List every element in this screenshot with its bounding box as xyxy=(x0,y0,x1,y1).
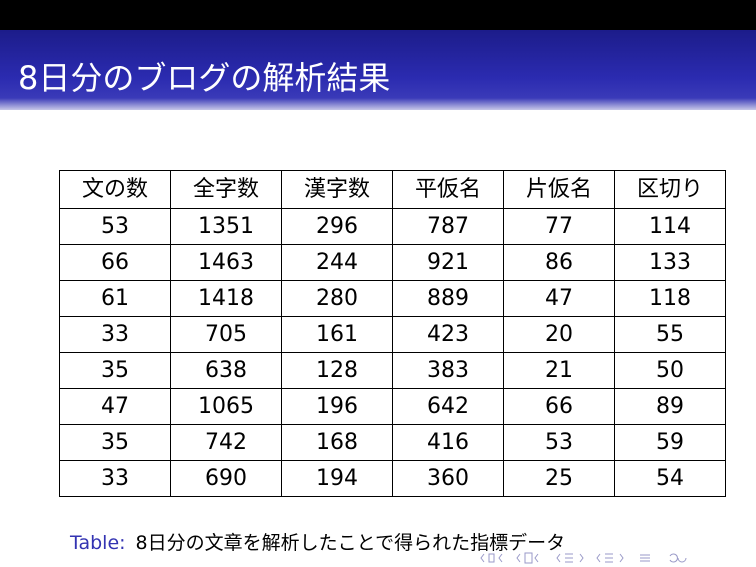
table-row: 35 638 128 383 21 50 xyxy=(59,352,726,389)
table-cell: 128 xyxy=(281,352,393,389)
caption-label: Table: xyxy=(70,532,126,554)
table-cell: 118 xyxy=(614,280,726,317)
caption-text: 8日分の文章を解析したことで得られた指標データ xyxy=(135,532,566,554)
table-cell: 61 xyxy=(59,280,171,317)
table-cell: 1351 xyxy=(170,208,282,245)
table-cell: 1065 xyxy=(170,388,282,425)
table-cell: 638 xyxy=(170,352,282,389)
header-cell: 片仮名 xyxy=(503,170,615,209)
table-cell: 705 xyxy=(170,316,282,353)
table-cell: 921 xyxy=(392,244,504,281)
table-cell: 244 xyxy=(281,244,393,281)
header-cell: 文の数 xyxy=(59,170,171,209)
table-cell: 642 xyxy=(392,388,504,425)
table-cell: 77 xyxy=(503,208,615,245)
table-cell: 787 xyxy=(392,208,504,245)
table-cell: 114 xyxy=(614,208,726,245)
table-row: 47 1065 196 642 66 89 xyxy=(59,388,726,425)
top-bar xyxy=(0,0,756,30)
table-cell: 1463 xyxy=(170,244,282,281)
table-cell: 47 xyxy=(503,280,615,317)
header-cell: 漢字数 xyxy=(281,170,393,209)
table-cell: 59 xyxy=(614,424,726,461)
table-row: 35 742 168 416 53 59 xyxy=(59,424,726,461)
table-cell: 194 xyxy=(281,460,393,497)
table-cell: 168 xyxy=(281,424,393,461)
header-row: 文の数 全字数 漢字数 平仮名 片仮名 区切り xyxy=(59,170,726,209)
table-row: 33 690 194 360 25 54 xyxy=(59,460,726,497)
table-cell: 20 xyxy=(503,316,615,353)
table-row: 53 1351 296 787 77 114 xyxy=(59,208,726,245)
table-cell: 55 xyxy=(614,316,726,353)
slide-title: 8日分のブログの解析結果 xyxy=(18,59,391,97)
table-cell: 296 xyxy=(281,208,393,245)
table-cell: 35 xyxy=(59,352,171,389)
table-cell: 280 xyxy=(281,280,393,317)
table-cell: 889 xyxy=(392,280,504,317)
table-cell: 133 xyxy=(614,244,726,281)
table-cell: 53 xyxy=(503,424,615,461)
table-row: 66 1463 244 921 86 133 xyxy=(59,244,726,281)
table-cell: 360 xyxy=(392,460,504,497)
table-cell: 33 xyxy=(59,460,171,497)
table-cell: 742 xyxy=(170,424,282,461)
title-bar xyxy=(0,30,756,110)
table-cell: 423 xyxy=(392,316,504,353)
table-cell: 383 xyxy=(392,352,504,389)
table-cell: 86 xyxy=(503,244,615,281)
table-cell: 89 xyxy=(614,388,726,425)
header-cell: 全字数 xyxy=(170,170,282,209)
caption: Table: 8日分の文章を解析したことで得られた指標データ xyxy=(70,528,565,558)
table-cell: 196 xyxy=(281,388,393,425)
table-cell: 1418 xyxy=(170,280,282,317)
table-cell: 33 xyxy=(59,316,171,353)
table-cell: 690 xyxy=(170,460,282,497)
table-row: 33 705 161 423 20 55 xyxy=(59,316,726,353)
data-table: 文の数 全字数 漢字数 平仮名 片仮名 区切り 53 1351 296 787 77 114 66 146… xyxy=(59,170,726,497)
table-cell: 50 xyxy=(614,352,726,389)
table-cell: 25 xyxy=(503,460,615,497)
header-cell: 平仮名 xyxy=(392,170,504,209)
table-cell: 21 xyxy=(503,352,615,389)
table-cell: 416 xyxy=(392,424,504,461)
table-cell: 53 xyxy=(59,208,171,245)
table-cell: 66 xyxy=(503,388,615,425)
navigation-icons[interactable] xyxy=(480,550,756,566)
table-cell: 66 xyxy=(59,244,171,281)
table-cell: 47 xyxy=(59,388,171,425)
header-cell: 区切り xyxy=(614,170,726,209)
table-row: 61 1418 280 889 47 118 xyxy=(59,280,726,317)
table-cell: 54 xyxy=(614,460,726,497)
table-cell: 35 xyxy=(59,424,171,461)
table-cell: 161 xyxy=(281,316,393,353)
